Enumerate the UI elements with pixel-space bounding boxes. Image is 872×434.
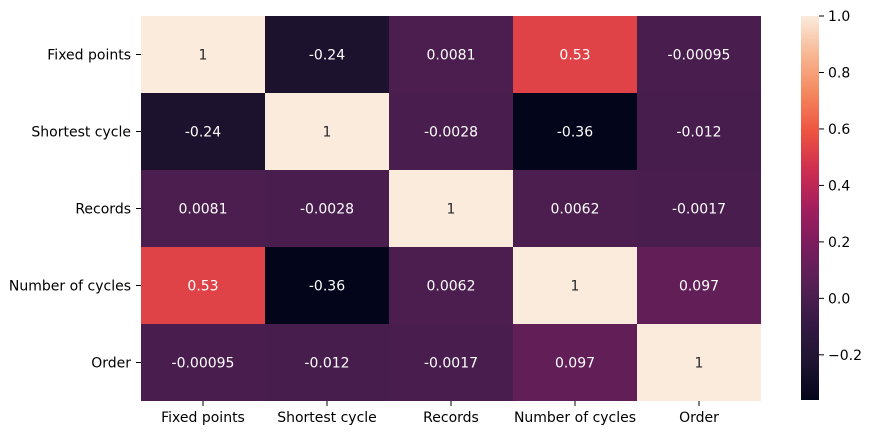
heatmap-cell bbox=[141, 170, 265, 247]
y-tick-label: Shortest cycle bbox=[31, 125, 131, 141]
heatmap-cell bbox=[265, 93, 389, 170]
heatmap-cell bbox=[389, 247, 513, 324]
y-axis: Fixed points Shortest cycle Records Number … bbox=[9, 48, 141, 372]
heatmap-cell bbox=[141, 324, 265, 401]
heatmap-cell bbox=[637, 16, 761, 93]
cell-value-label: 0.0081 bbox=[179, 202, 228, 218]
cell-value-label: 1 bbox=[199, 48, 208, 64]
colorbar-gradient bbox=[801, 16, 819, 400]
heatmap-cell bbox=[637, 324, 761, 401]
heatmap-cell bbox=[141, 247, 265, 324]
heatmap-cell bbox=[265, 16, 389, 93]
y-tick-label: Records bbox=[75, 202, 131, 218]
colorbar-tick-label: −0.2 bbox=[828, 348, 862, 364]
colorbar: −0.2 0.0 0.2 0.4 0.6 0.8 1.0 bbox=[801, 9, 862, 400]
cell-value-label: -0.012 bbox=[304, 356, 349, 372]
x-tick-label: Fixed points bbox=[161, 410, 245, 426]
cell-value-label: 1 bbox=[447, 202, 456, 218]
heatmap-cell bbox=[389, 93, 513, 170]
colorbar-tick-label: 1.0 bbox=[828, 9, 850, 25]
cell-value-label: -0.24 bbox=[309, 48, 345, 64]
cell-value-label: 0.53 bbox=[187, 279, 218, 295]
heatmap-cell bbox=[637, 170, 761, 247]
heatmap-cell bbox=[637, 93, 761, 170]
cell-value-label: -0.00095 bbox=[668, 48, 731, 64]
cell-value-label: 0.097 bbox=[555, 356, 595, 372]
cell-value-label: -0.36 bbox=[309, 279, 345, 295]
cell-value-label: -0.0017 bbox=[672, 202, 726, 218]
colorbar-tick-label: 0.8 bbox=[828, 65, 850, 81]
x-axis: Fixed points Shortest cycle Records Number … bbox=[161, 401, 719, 426]
heatmap-cell bbox=[513, 247, 637, 324]
x-tick-label: Order bbox=[679, 410, 719, 426]
x-tick-label: Records bbox=[423, 410, 479, 426]
heatmap-cell bbox=[389, 16, 513, 93]
heatmap-cell bbox=[389, 170, 513, 247]
heatmap-cell bbox=[513, 170, 637, 247]
heatmap-cell bbox=[141, 16, 265, 93]
cell-value-label: 1 bbox=[323, 125, 332, 141]
cell-value-label: -0.0028 bbox=[424, 125, 478, 141]
heatmap-cell bbox=[389, 324, 513, 401]
x-tick-label: Shortest cycle bbox=[277, 410, 377, 426]
heatmap-cell bbox=[513, 324, 637, 401]
colorbar-tick-label: 0.6 bbox=[828, 122, 850, 138]
cell-value-label: 0.0062 bbox=[551, 202, 600, 218]
cell-value-label: -0.36 bbox=[557, 125, 593, 141]
cell-value-label: -0.012 bbox=[676, 125, 721, 141]
cell-value-label: 0.097 bbox=[679, 279, 719, 295]
heatmap-cell-labels: 1 -0.24 0.0081 0.53 -0.00095 -0.24 1 -0.0028 -0.… bbox=[172, 48, 731, 372]
heatmap-cell bbox=[513, 93, 637, 170]
heatmap-cell bbox=[265, 324, 389, 401]
cell-value-label: 1 bbox=[571, 279, 580, 295]
x-tick-label: Number of cycles bbox=[514, 410, 636, 426]
heatmap-cell bbox=[513, 16, 637, 93]
cell-value-label: 0.0081 bbox=[427, 48, 476, 64]
heatmap-cells bbox=[141, 16, 761, 401]
cell-value-label: 0.0062 bbox=[427, 279, 476, 295]
colorbar-tick-label: 0.4 bbox=[828, 178, 850, 194]
y-tick-label: Fixed points bbox=[47, 48, 131, 64]
cell-value-label: 0.53 bbox=[559, 48, 590, 64]
heatmap-cell bbox=[141, 93, 265, 170]
colorbar-tick-label: 0.0 bbox=[828, 291, 850, 307]
heatmap-cell bbox=[265, 247, 389, 324]
cell-value-label: -0.24 bbox=[185, 125, 221, 141]
cell-value-label: 1 bbox=[695, 356, 704, 372]
heatmap-cell bbox=[637, 247, 761, 324]
colorbar-tick-label: 0.2 bbox=[828, 235, 850, 251]
cell-value-label: -0.0028 bbox=[300, 202, 354, 218]
cell-value-label: -0.00095 bbox=[172, 356, 235, 372]
y-tick-label: Number of cycles bbox=[9, 279, 131, 295]
y-tick-label: Order bbox=[91, 356, 131, 372]
cell-value-label: -0.0017 bbox=[424, 356, 478, 372]
heatmap-cell bbox=[265, 170, 389, 247]
